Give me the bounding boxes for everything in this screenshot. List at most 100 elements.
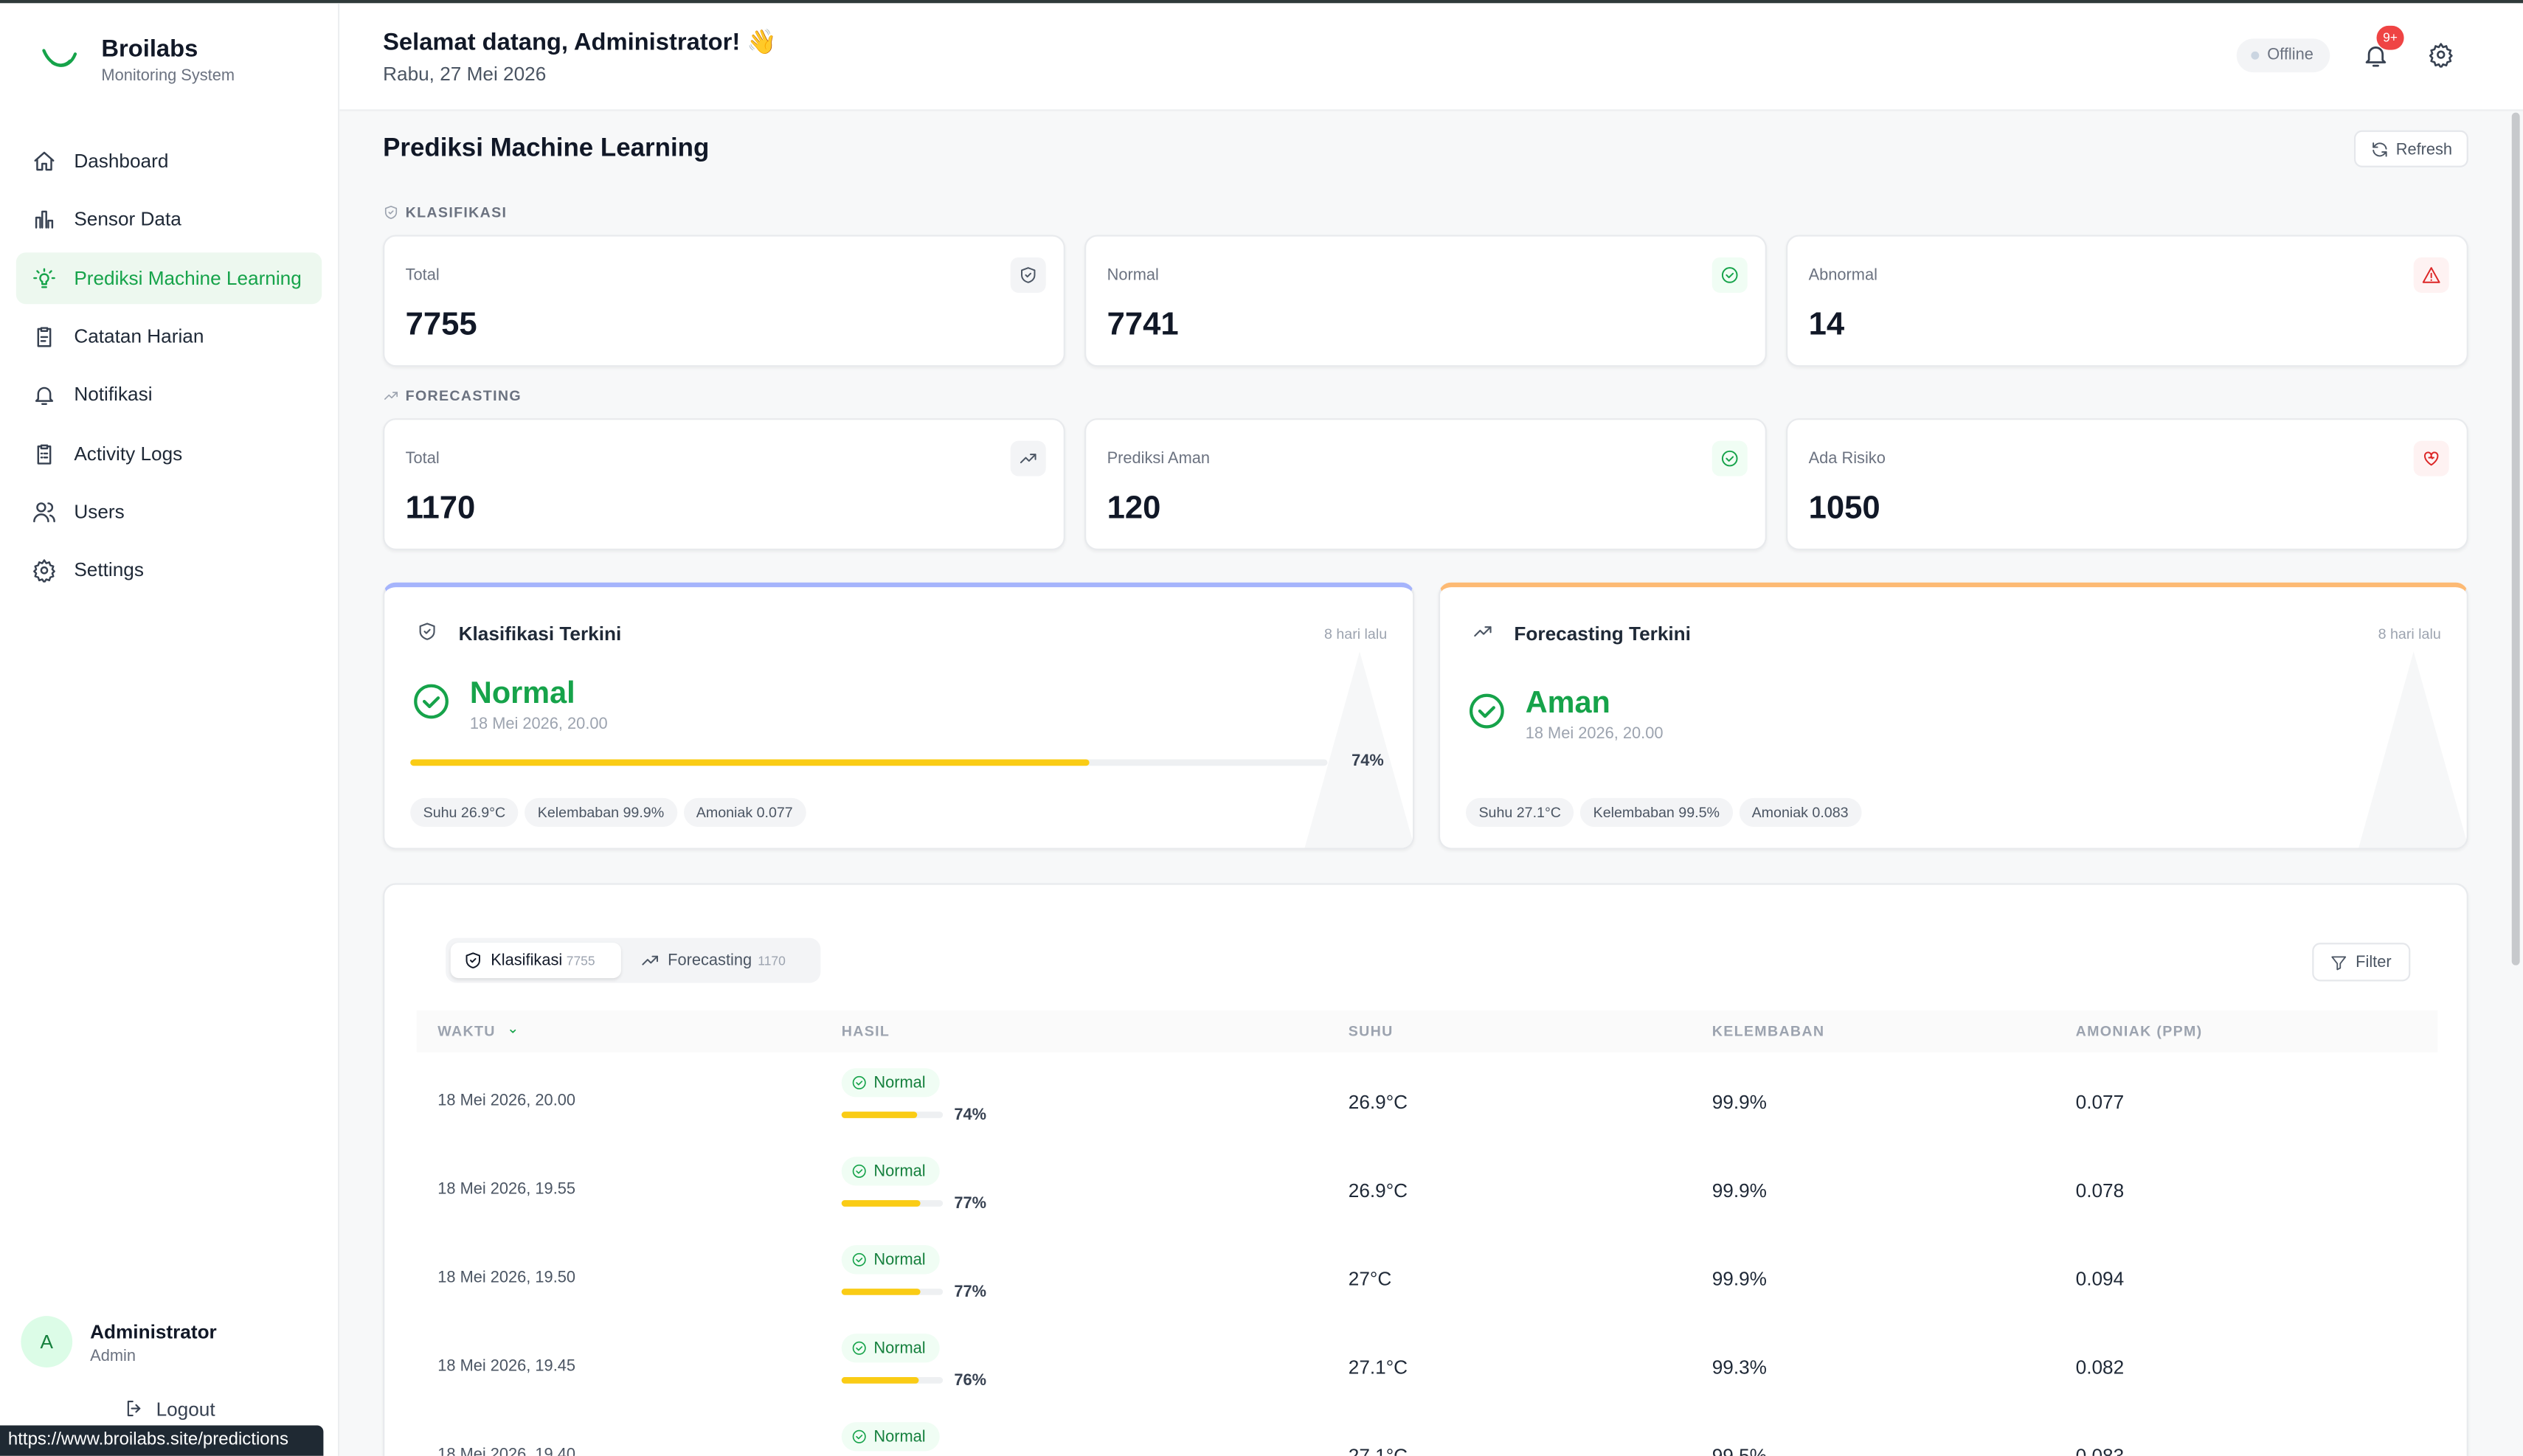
icon-path bbox=[419, 623, 435, 640]
confidence-bar bbox=[410, 759, 1090, 766]
icon bbox=[1469, 693, 1504, 729]
icon-path bbox=[852, 1164, 866, 1178]
icon-path bbox=[51, 59, 72, 67]
logout-button[interactable]: Logout bbox=[113, 1393, 241, 1426]
icon-path bbox=[423, 628, 431, 634]
refresh-button[interactable]: Refresh bbox=[2353, 130, 2468, 167]
icon-path bbox=[2423, 451, 2439, 466]
confidence-track bbox=[410, 759, 1328, 766]
stat-card: Ada Risiko 1050 bbox=[1786, 418, 2468, 550]
tab[interactable]: Forecasting 1170 bbox=[628, 943, 813, 978]
notification-button[interactable]: 9+ bbox=[2359, 25, 2404, 74]
icon-path bbox=[651, 955, 658, 963]
stat-card: Normal 7741 bbox=[1084, 235, 1767, 367]
icon-path bbox=[2429, 43, 2453, 68]
icon-path bbox=[1469, 693, 1504, 729]
icon bbox=[33, 267, 55, 288]
sensor-chip: Amoniak 0.083 bbox=[1739, 797, 1862, 828]
result-label: Normal bbox=[873, 1162, 926, 1181]
nav-item[interactable]: Notifikasi bbox=[16, 369, 322, 420]
nav-label: Settings bbox=[74, 558, 144, 581]
icon-path bbox=[47, 220, 54, 229]
tab[interactable]: Klasifikasi 7755 bbox=[450, 943, 621, 979]
table-header bbox=[416, 1010, 2438, 1053]
icon bbox=[852, 1164, 866, 1178]
icon-path bbox=[40, 566, 49, 575]
icon-path bbox=[42, 49, 77, 67]
icon-path bbox=[1726, 456, 1734, 462]
nav-item[interactable]: Users bbox=[16, 485, 322, 537]
stat-card: Total 1170 bbox=[383, 418, 1065, 550]
icon-path bbox=[1721, 267, 1738, 283]
icon-path bbox=[388, 210, 394, 215]
icon-path bbox=[1474, 626, 1492, 637]
icon-path bbox=[2331, 956, 2347, 971]
nav-item[interactable]: Settings bbox=[16, 544, 322, 595]
result-label: Normal bbox=[873, 1074, 926, 1092]
stat-value: 7741 bbox=[1107, 307, 1179, 343]
icon-path bbox=[466, 952, 480, 968]
result-pill: Normal bbox=[841, 1157, 940, 1186]
header: Selamat datang, Administrator! 👋 Rabu, 27… bbox=[339, 3, 2523, 111]
sort-arrow: ⌄ bbox=[507, 1019, 519, 1036]
refresh-label: Refresh bbox=[2395, 141, 2453, 159]
logout-label: Logout bbox=[156, 1398, 215, 1421]
icon bbox=[852, 1252, 866, 1266]
icon-path bbox=[39, 272, 49, 285]
settings-button[interactable] bbox=[2428, 42, 2457, 71]
nav-item[interactable]: Prediksi Machine Learning bbox=[15, 252, 322, 304]
nav-item[interactable]: Dashboard bbox=[16, 135, 322, 187]
icon bbox=[33, 559, 55, 583]
nav-item[interactable]: Activity Logs bbox=[16, 427, 322, 479]
icon bbox=[1021, 267, 1036, 283]
icon bbox=[37, 327, 52, 347]
stat-label: Total bbox=[405, 267, 440, 285]
stat-label: Normal bbox=[1107, 267, 1159, 285]
icon bbox=[2423, 451, 2439, 466]
nav-item[interactable]: Sensor Data bbox=[16, 193, 322, 245]
cell-kelembaban: 99.9% bbox=[1712, 1090, 1767, 1114]
stat-card: Total 7755 bbox=[383, 235, 1065, 367]
icon bbox=[419, 623, 435, 640]
latest-ago: 8 hari lalu bbox=[1323, 625, 1388, 642]
icon bbox=[33, 502, 55, 522]
nav-label: Sensor Data bbox=[74, 208, 181, 231]
confidence-label: 77% bbox=[954, 1195, 987, 1213]
cell-amoniak: 0.083 bbox=[2075, 1444, 2125, 1456]
column-header: HASIL bbox=[841, 1023, 890, 1040]
confidence-label: 74% bbox=[1352, 752, 1384, 771]
icon-path bbox=[856, 1258, 863, 1263]
confidence-track bbox=[841, 1289, 944, 1295]
icon bbox=[852, 1429, 866, 1443]
filter-label: Filter bbox=[2356, 954, 2392, 972]
nav-item[interactable]: Catatan Harian bbox=[16, 311, 322, 362]
cell-time: 18 Mei 2026, 19.55 bbox=[437, 1180, 576, 1199]
result-pill: Normal bbox=[841, 1245, 940, 1275]
icon bbox=[2429, 43, 2453, 68]
filter-button[interactable]: Filter bbox=[2312, 943, 2411, 982]
icon-path bbox=[36, 502, 46, 513]
icon bbox=[852, 1075, 866, 1089]
cell-time: 18 Mei 2026, 19.40 bbox=[437, 1446, 576, 1456]
icon bbox=[414, 684, 449, 719]
icon-path bbox=[1721, 450, 1738, 467]
cell-kelembaban: 99.9% bbox=[1712, 1179, 1767, 1202]
confidence-label: 76% bbox=[954, 1372, 987, 1390]
sensor-chip: Kelembaban 99.5% bbox=[1580, 797, 1733, 828]
cell-amoniak: 0.082 bbox=[2075, 1356, 2125, 1379]
stat-value: 120 bbox=[1107, 490, 1161, 527]
stat-value: 1050 bbox=[1808, 490, 1880, 527]
latest-title: Forecasting Terkini bbox=[1514, 623, 1691, 645]
section-heading: KLASIFIKASI bbox=[405, 204, 508, 221]
nav-label: Notifikasi bbox=[74, 383, 153, 406]
icon-path bbox=[41, 211, 47, 229]
result-pill: Normal bbox=[841, 1068, 940, 1098]
icon-path bbox=[384, 392, 398, 400]
stat-card: Prediksi Aman 120 bbox=[1084, 418, 1767, 550]
confidence-track bbox=[841, 1112, 944, 1118]
scrollbar bbox=[2511, 112, 2520, 966]
cell-amoniak: 0.094 bbox=[2075, 1267, 2125, 1291]
tab-count: 7755 bbox=[566, 954, 595, 969]
icon-path bbox=[49, 514, 55, 522]
